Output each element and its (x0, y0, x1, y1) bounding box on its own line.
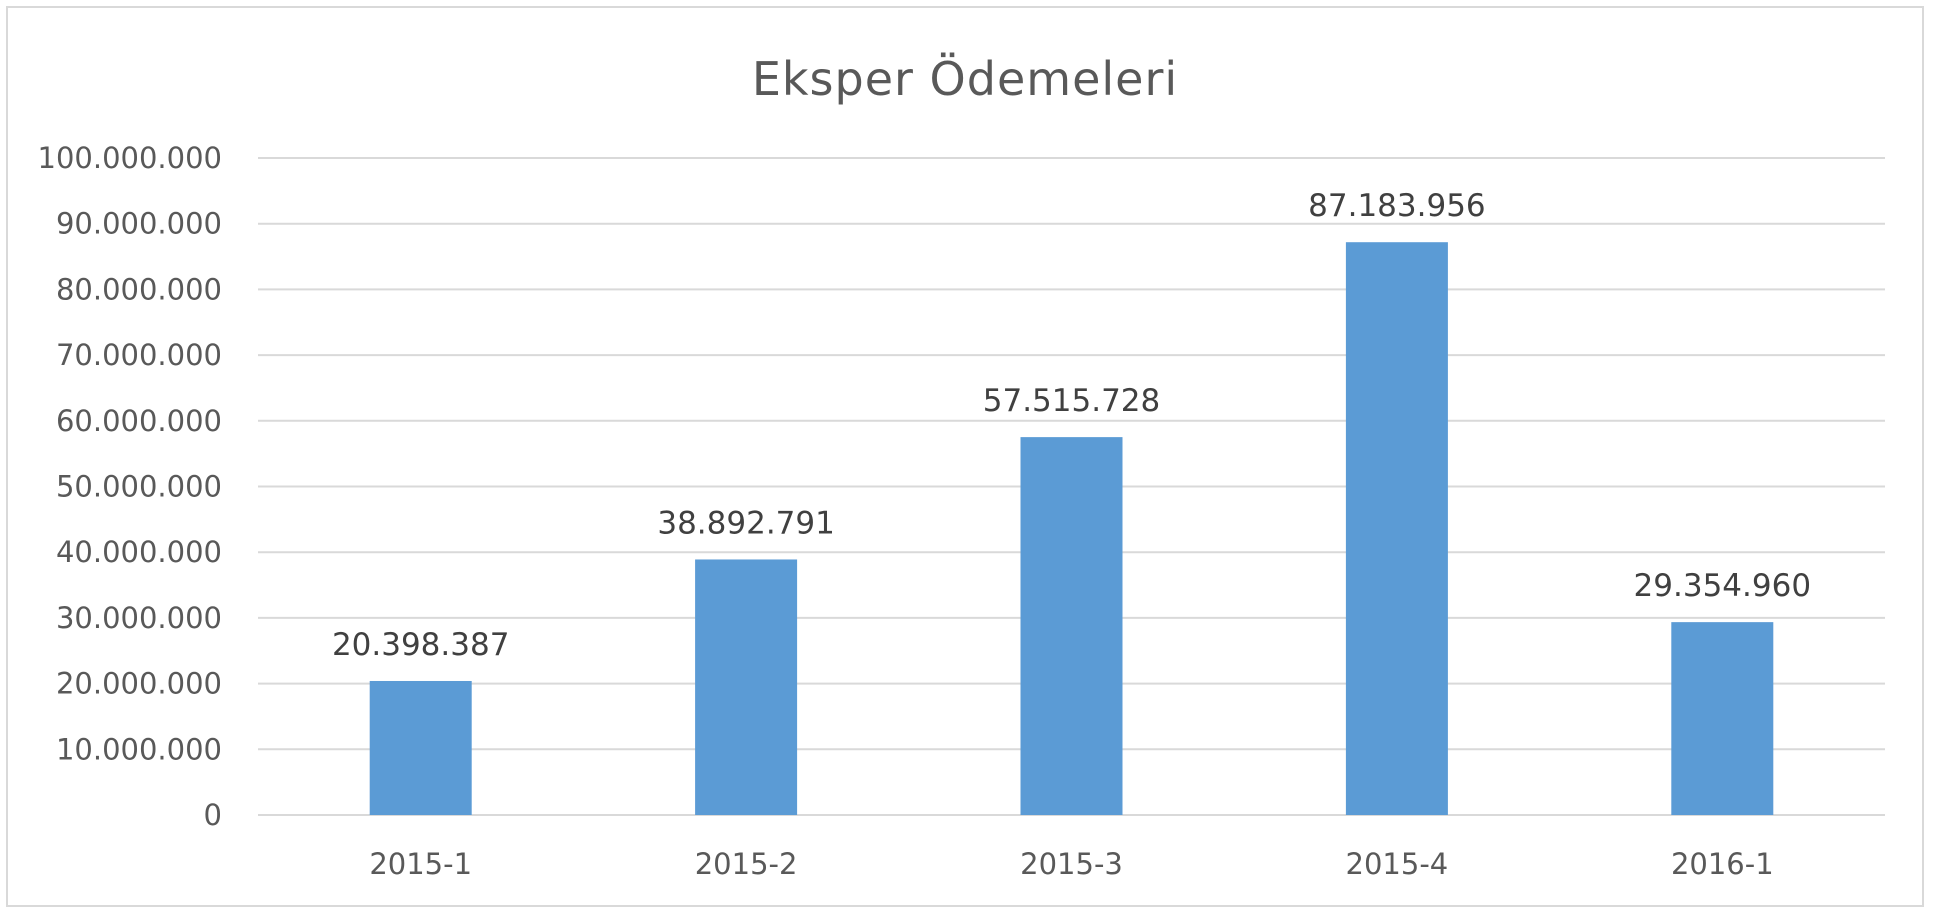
y-tick-label: 70.000.000 (56, 338, 222, 372)
y-axis: 0 10.000.000 20.000.000 30.000.000 40.000.00… (38, 141, 223, 832)
bar-2016-1 (1671, 622, 1774, 815)
data-label: 20.398.387 (332, 627, 510, 663)
x-axis: 2015-1 2015-2 2015-3 2015-4 2016-1 (369, 847, 1773, 881)
x-tick-label: 2015-1 (369, 847, 472, 881)
y-tick-label: 0 (204, 798, 222, 832)
y-tick-label: 40.000.000 (56, 535, 222, 569)
bar-2015-1 (369, 680, 472, 815)
data-label: 38.892.791 (657, 505, 835, 541)
y-tick-label: 30.000.000 (56, 601, 222, 635)
bars (369, 242, 1774, 815)
data-label: 57.515.728 (983, 383, 1161, 419)
x-tick-label: 2015-3 (1020, 847, 1123, 881)
y-tick-label: 90.000.000 (56, 207, 222, 241)
y-tick-label: 100.000.000 (38, 141, 223, 175)
y-tick-label: 50.000.000 (56, 470, 222, 504)
chart-title: Eksper Ödemeleri (751, 52, 1179, 106)
data-labels: 20.398.387 38.892.791 57.515.728 87.183.956… (332, 188, 1811, 663)
data-label: 29.354.960 (1634, 568, 1812, 604)
data-label: 87.183.956 (1308, 188, 1486, 224)
bar-2015-4 (1345, 242, 1448, 815)
chart-frame: Eksper Ödemeleri (6, 6, 1924, 907)
x-tick-label: 2016-1 (1671, 847, 1774, 881)
bar-2015-3 (1020, 437, 1123, 815)
bar-2015-2 (695, 559, 798, 815)
y-tick-label: 80.000.000 (56, 272, 222, 306)
y-tick-label: 20.000.000 (56, 667, 222, 701)
y-tick-label: 60.000.000 (56, 404, 222, 438)
x-tick-label: 2015-2 (695, 847, 798, 881)
x-tick-label: 2015-4 (1346, 847, 1449, 881)
y-tick-label: 10.000.000 (56, 732, 222, 766)
